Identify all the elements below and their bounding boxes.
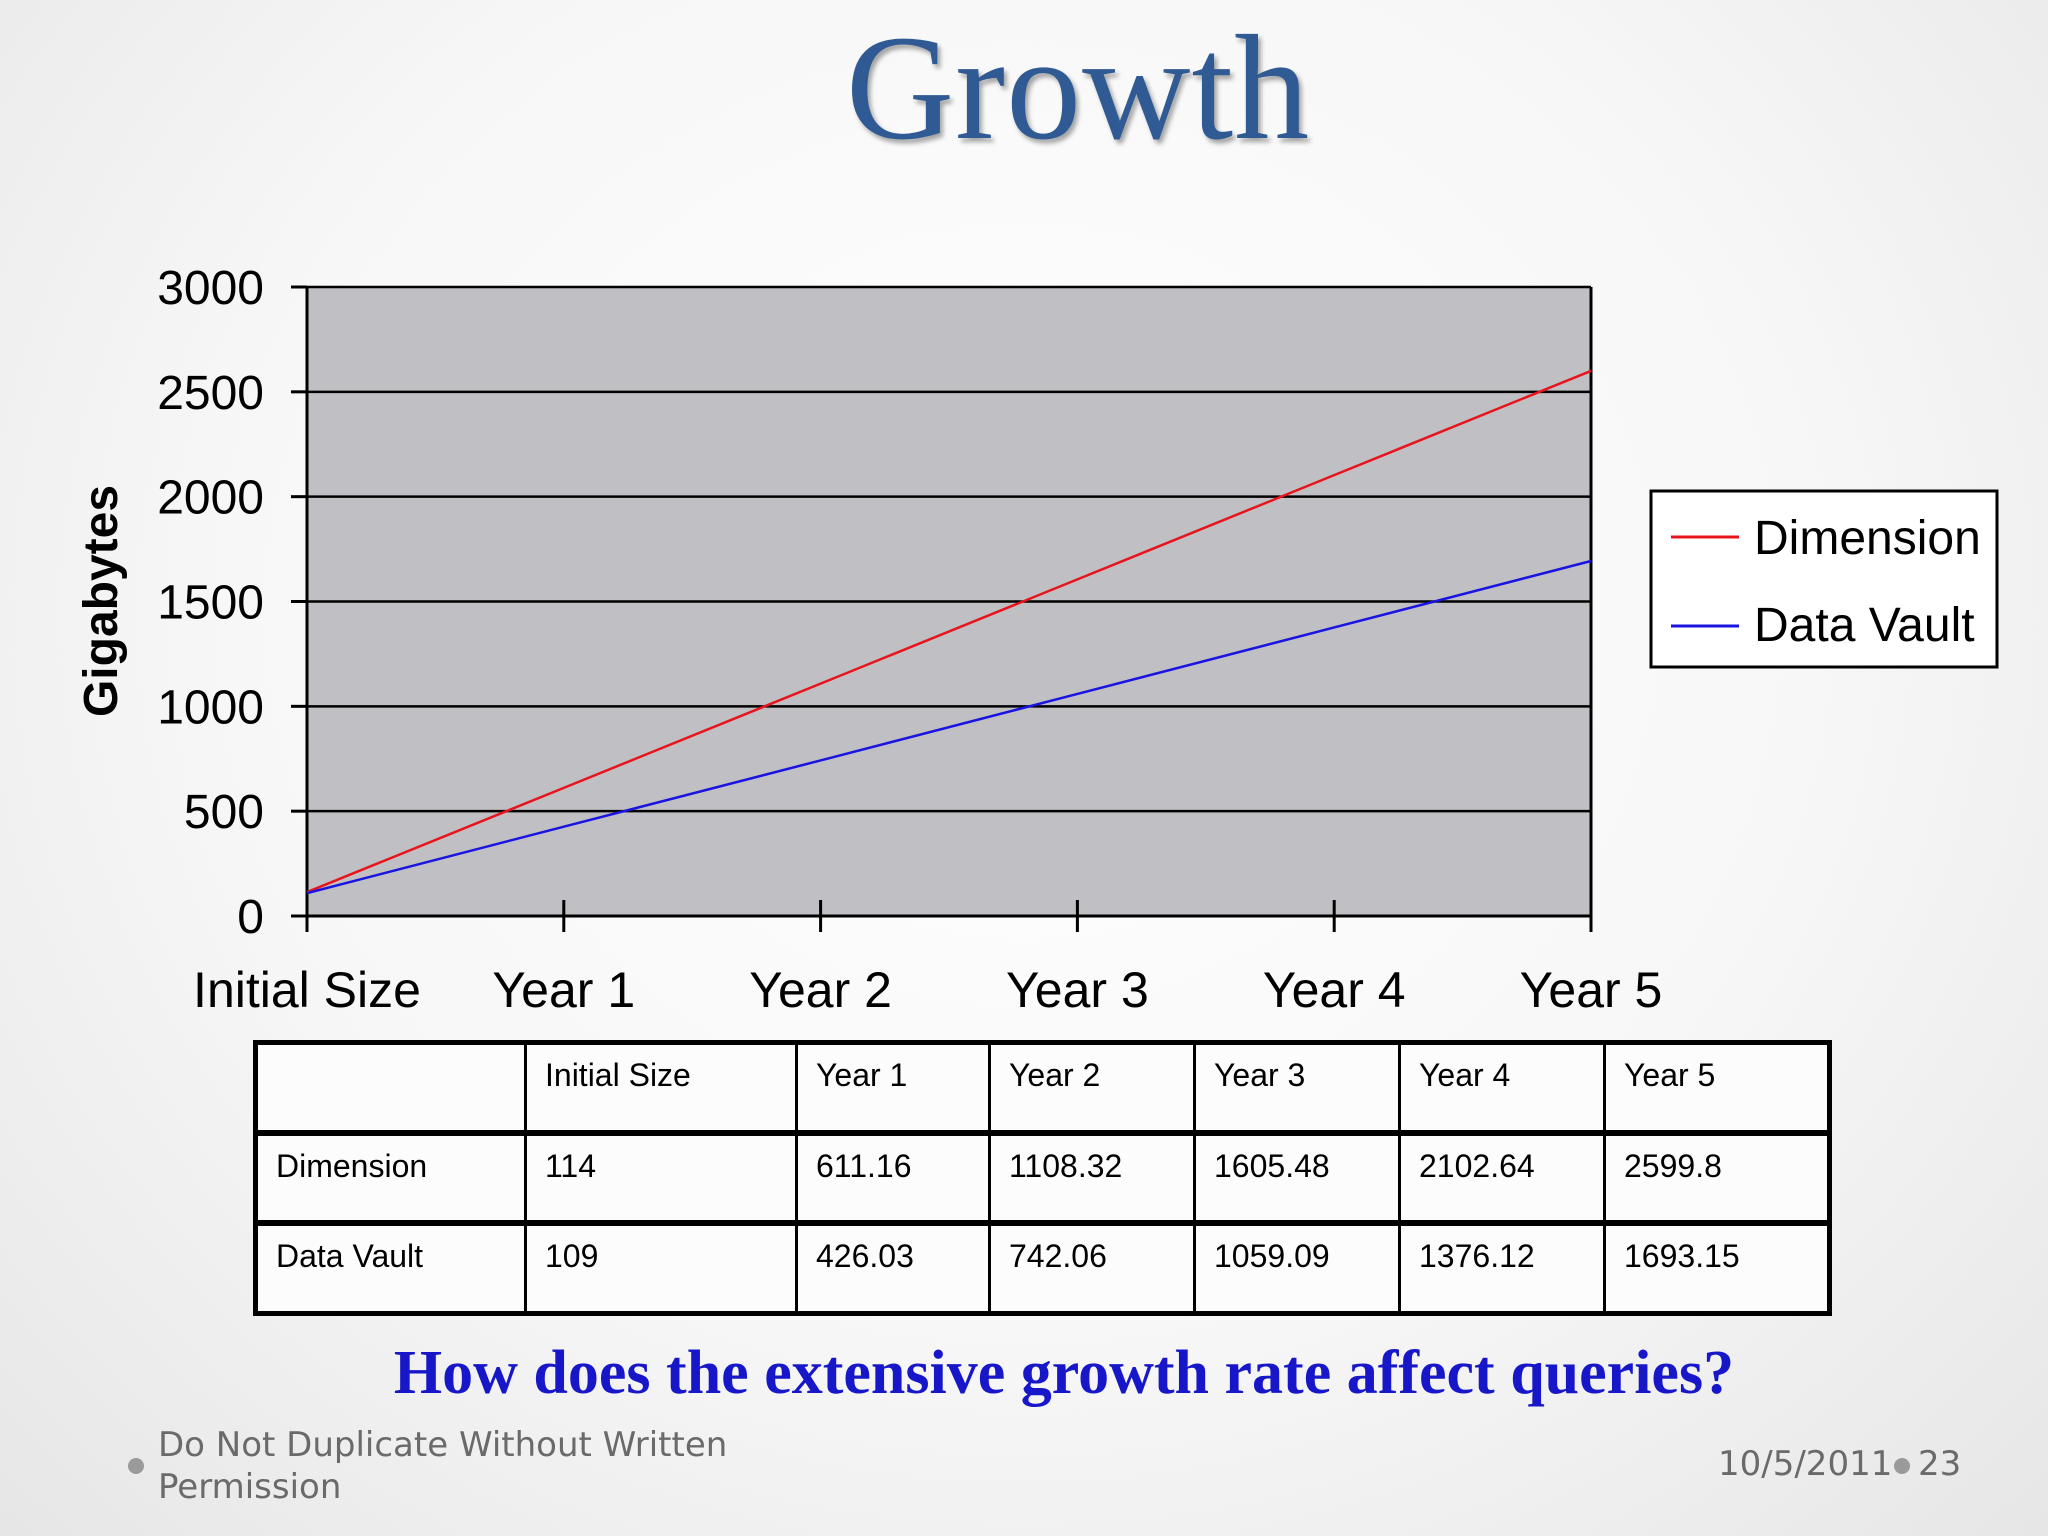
table-header-cell: Year 2 — [988, 1042, 1196, 1133]
table-header-cell — [254, 1042, 527, 1133]
table-cell: Data Vault — [254, 1220, 527, 1314]
y-tick-label: 0 — [237, 891, 264, 944]
table-cell: 109 — [524, 1220, 798, 1314]
table-cell: 1376.12 — [1398, 1220, 1606, 1314]
legend: Dimension Data Vault — [1649, 489, 1999, 669]
y-tick-label: 500 — [184, 786, 264, 839]
x-tick-label: Year 1 — [492, 962, 635, 1018]
series-line-data-vault — [306, 559, 1592, 895]
table-cell: 2102.64 — [1398, 1129, 1606, 1224]
table-header-cell: Year 5 — [1603, 1042, 1831, 1133]
footer-date: 10/5/2011 — [1718, 1444, 1893, 1484]
x-tick-label: Initial Size — [193, 962, 421, 1018]
growth-chart: 0 500 1000 1500 2000 2500 3000 Initial Size Yea… — [75, 262, 1999, 1018]
growth-data-table: Initial Size Year 1 Year 2 Year 3 Year 4… — [253, 1040, 1832, 1316]
legend-data-vault-label: Data Vault — [1754, 599, 1975, 652]
page-number: 23 — [1918, 1444, 1962, 1484]
x-tick-label: Year 4 — [1263, 962, 1406, 1018]
y-tick-label: 1000 — [157, 681, 264, 734]
series-line-dimension — [306, 369, 1592, 894]
x-tick-label: Year 2 — [749, 962, 892, 1018]
table-row: Data Vault 109 426.03 742.06 1059.09 137… — [254, 1220, 1831, 1314]
y-axis-label: Gigabytes — [75, 485, 128, 717]
footer-bullet-dot — [128, 1458, 144, 1474]
table-cell: 1059.09 — [1193, 1220, 1401, 1314]
table-cell: 426.03 — [795, 1220, 991, 1314]
table-cell: 1108.32 — [988, 1129, 1196, 1224]
y-tick-label: 2500 — [157, 367, 264, 420]
table-cell: 611.16 — [795, 1129, 991, 1224]
slide-title: Growth — [845, 5, 1311, 171]
footer-copyright-notice: Do Not Duplicate Without Written Permiss… — [158, 1425, 728, 1507]
table-header-cell: Year 3 — [1193, 1042, 1401, 1133]
x-tick-label: Year 3 — [1006, 962, 1149, 1018]
table-cell: Dimension — [254, 1129, 527, 1224]
footer-separator-dot — [1894, 1458, 1910, 1474]
table-header-row: Initial Size Year 1 Year 2 Year 3 Year 4… — [254, 1042, 1831, 1133]
table-header-cell: Year 1 — [795, 1042, 991, 1133]
table-header-cell: Year 4 — [1398, 1042, 1606, 1133]
y-tick-label: 3000 — [157, 262, 264, 315]
table-cell: 1605.48 — [1193, 1129, 1401, 1224]
discussion-question: How does the extensive growth rate affec… — [393, 1339, 1735, 1407]
x-tick-label: Year 5 — [1520, 962, 1663, 1018]
table-cell: 2599.8 — [1603, 1129, 1831, 1224]
legend-dimension-label: Dimension — [1754, 512, 1981, 565]
y-tick-label: 2000 — [157, 472, 264, 525]
legend-box — [1649, 489, 1999, 669]
table-header-cell: Initial Size — [524, 1042, 798, 1133]
table-cell: 1693.15 — [1603, 1220, 1831, 1314]
table-row: Dimension 114 611.16 1108.32 1605.48 210… — [254, 1129, 1831, 1224]
table-cell: 742.06 — [988, 1220, 1196, 1314]
y-tick-label: 1500 — [157, 577, 264, 630]
table-cell: 114 — [524, 1129, 798, 1224]
